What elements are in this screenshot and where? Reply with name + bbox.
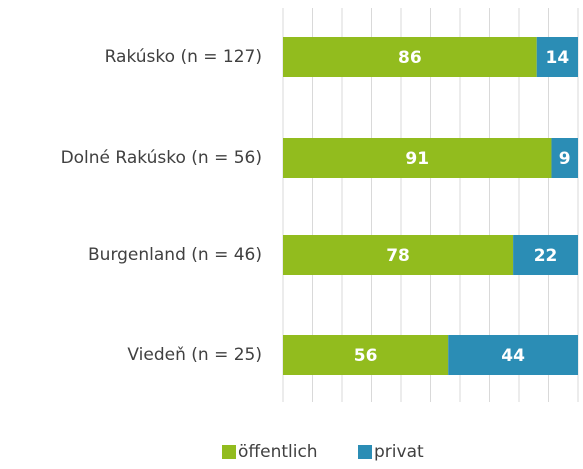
value-label: 22 [534, 246, 558, 266]
value-label: 9 [559, 149, 571, 169]
value-label: 14 [546, 48, 570, 68]
bar-segment [551, 138, 578, 178]
category-label: Viedeň (n = 25) [127, 345, 262, 365]
value-label: 86 [398, 48, 422, 68]
bar-segment [283, 335, 449, 375]
bar-segment [448, 335, 578, 375]
legend-label: privat [374, 442, 424, 462]
bar-segment [283, 235, 514, 275]
category-label: Dolné Rakúsko (n = 56) [61, 148, 262, 168]
legend-swatch [358, 445, 372, 459]
bar-segment [283, 138, 552, 178]
bar-segment [513, 235, 578, 275]
value-label: 56 [354, 346, 378, 366]
value-label: 78 [386, 246, 410, 266]
category-label: Rakúsko (n = 127) [105, 47, 262, 67]
legend-label: öffentlich [238, 442, 318, 462]
bar-segment [536, 37, 578, 77]
value-label: 91 [405, 149, 429, 169]
value-label: 44 [501, 346, 525, 366]
legend-swatch [222, 445, 236, 459]
category-label: Burgenland (n = 46) [88, 245, 262, 265]
bar-segment [283, 37, 537, 77]
